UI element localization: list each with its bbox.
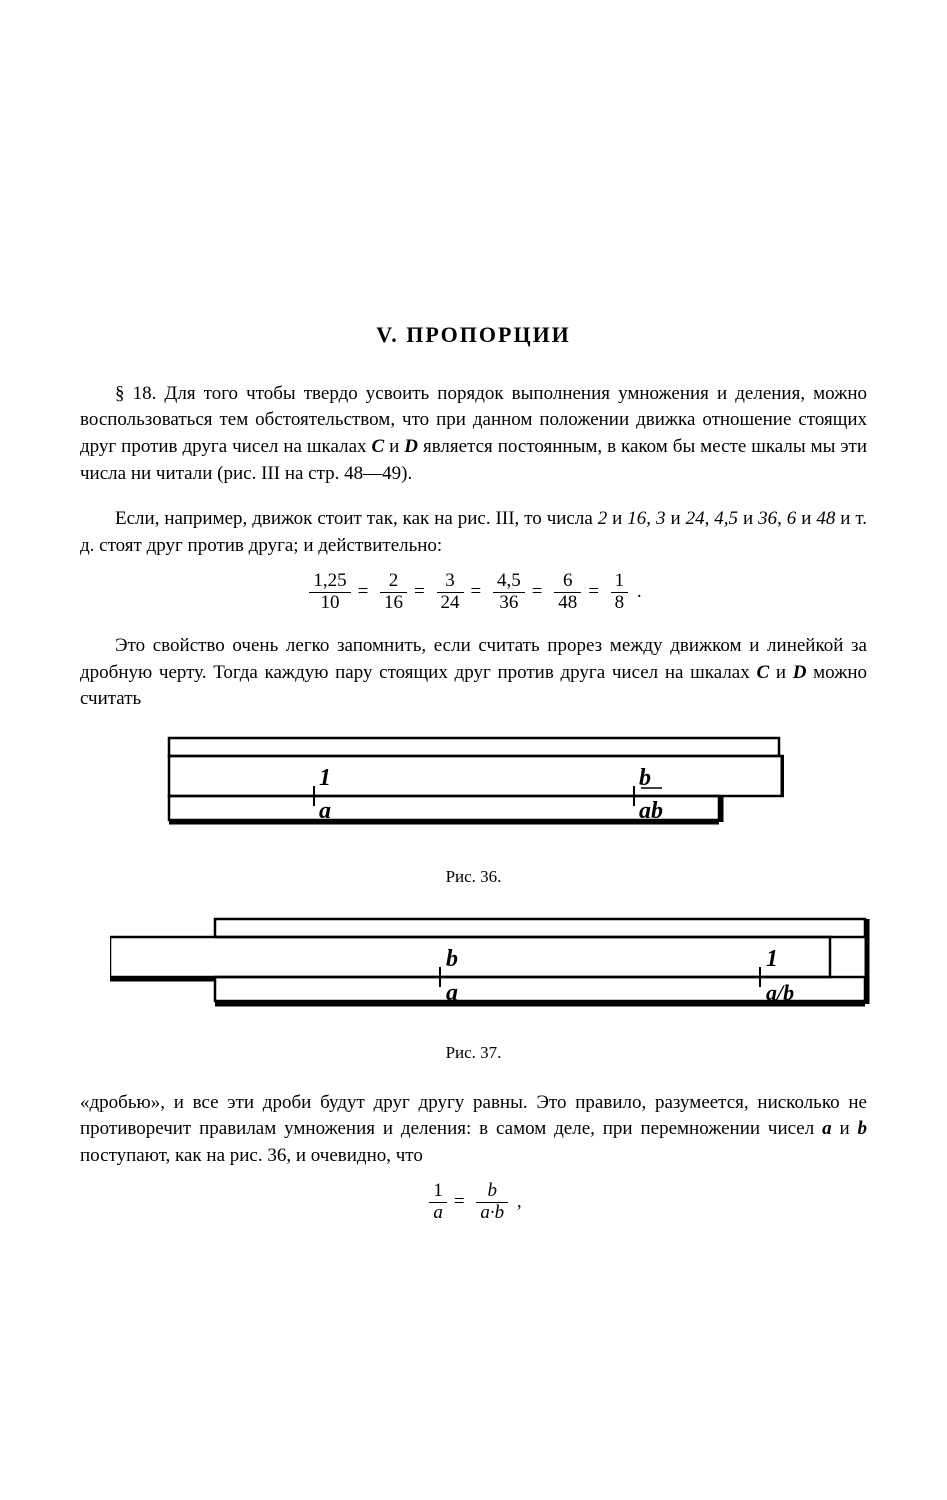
numerator: 1,25 xyxy=(309,571,350,593)
paragraph-1: § 18. Для того чтобы твердо усвоить поря… xyxy=(80,381,867,487)
text: Если, например, движок стоит так, как на… xyxy=(115,508,598,529)
denominator: a xyxy=(429,1203,447,1224)
num: 6 xyxy=(787,508,797,529)
scale-D: D xyxy=(793,662,807,683)
denominator: a·b xyxy=(476,1203,508,1224)
paragraph-3: Это свойство очень легко запомнить, если… xyxy=(80,633,867,713)
denominator: 48 xyxy=(554,593,581,614)
fig36-label-b: b xyxy=(639,765,651,791)
numerator: 2 xyxy=(380,571,407,593)
numerator: 3 xyxy=(437,571,464,593)
figure-36: 1 b a ab xyxy=(160,733,787,853)
denominator: 24 xyxy=(437,593,464,614)
text: и xyxy=(796,508,816,529)
paragraph-4: «дробью», и все эти дроби будут друг дру… xyxy=(80,1090,867,1170)
text: «дробью», и все эти дроби будут друг дру… xyxy=(80,1092,867,1140)
text: и xyxy=(769,662,793,683)
equation-2: 1a= ba·b , xyxy=(80,1181,867,1224)
num: 16 xyxy=(627,508,646,529)
scale-C: C xyxy=(371,436,384,457)
text: , xyxy=(705,508,715,529)
text: и xyxy=(738,508,758,529)
text: Это свойство очень легко запомнить, если… xyxy=(80,635,867,683)
numerator: 1 xyxy=(429,1181,447,1203)
var-a: a xyxy=(822,1118,832,1139)
text: и xyxy=(607,508,627,529)
numerator: 6 xyxy=(554,571,581,593)
equation-1: 1,2510= 216= 324= 4,536= 648= 18 . xyxy=(80,571,867,614)
numerator: 4,5 xyxy=(493,571,525,593)
num: 48 xyxy=(816,508,835,529)
figure-37: b 1 a a/b xyxy=(110,914,837,1029)
num: 2 xyxy=(598,508,608,529)
num: 36 xyxy=(758,508,777,529)
num: 3 xyxy=(656,508,666,529)
fig36-label-a: a xyxy=(319,798,331,824)
denominator: 36 xyxy=(493,593,525,614)
text: и xyxy=(666,508,686,529)
scale-D: D xyxy=(404,436,418,457)
figure-37-caption: Рис. 37. xyxy=(80,1041,867,1065)
text: , xyxy=(646,508,656,529)
text: и xyxy=(384,436,404,457)
scale-C: C xyxy=(756,662,769,683)
text: поступают, как на рис. 36, и очевидно, ч… xyxy=(80,1145,423,1166)
paragraph-2: Если, например, движок стоит так, как на… xyxy=(80,506,867,559)
fig37-label-b: b xyxy=(446,946,458,972)
text: , xyxy=(777,508,787,529)
figure-36-caption: Рис. 36. xyxy=(80,865,867,889)
denominator: 10 xyxy=(309,593,350,614)
denominator: 16 xyxy=(380,593,407,614)
fig37-label-a: a xyxy=(446,980,458,1006)
num: 4,5 xyxy=(714,508,738,529)
fig37-label-1: 1 xyxy=(766,946,778,972)
numerator: 1 xyxy=(611,571,629,593)
numerator: b xyxy=(476,1181,508,1203)
num: 24 xyxy=(686,508,705,529)
var-b: b xyxy=(858,1118,868,1139)
text: и xyxy=(832,1118,858,1139)
chapter-title: V. ПРОПОРЦИИ xyxy=(80,320,867,351)
fig36-label-1: 1 xyxy=(319,765,331,791)
fig36-label-ab: ab xyxy=(639,798,663,824)
fig37-label-ab: a/b xyxy=(766,980,794,1005)
denominator: 8 xyxy=(611,593,629,614)
